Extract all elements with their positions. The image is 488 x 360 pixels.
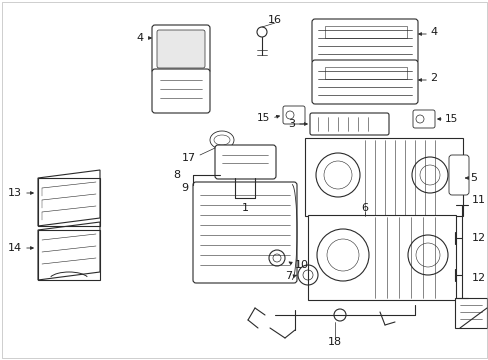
FancyBboxPatch shape <box>311 19 417 63</box>
Bar <box>305 138 462 216</box>
Text: 5: 5 <box>469 173 476 183</box>
Text: 6: 6 <box>361 203 368 213</box>
FancyBboxPatch shape <box>152 25 209 73</box>
Text: 9: 9 <box>181 183 187 193</box>
FancyBboxPatch shape <box>412 110 434 128</box>
Text: 18: 18 <box>327 337 342 347</box>
Text: 12: 12 <box>471 273 485 283</box>
FancyBboxPatch shape <box>448 155 468 195</box>
Text: 17: 17 <box>182 153 196 163</box>
Text: 4: 4 <box>136 33 143 43</box>
FancyBboxPatch shape <box>283 106 305 124</box>
Bar <box>454 298 486 328</box>
Text: 12: 12 <box>471 233 485 243</box>
Text: 4: 4 <box>429 27 436 37</box>
FancyBboxPatch shape <box>157 30 204 68</box>
Bar <box>307 215 455 300</box>
Text: 15: 15 <box>444 114 457 124</box>
Bar <box>325 26 406 38</box>
FancyBboxPatch shape <box>215 145 275 179</box>
Text: 14: 14 <box>8 243 22 253</box>
Text: 8: 8 <box>173 170 180 180</box>
Text: 13: 13 <box>8 188 22 198</box>
Text: 11: 11 <box>471 195 485 205</box>
FancyBboxPatch shape <box>193 182 296 283</box>
Text: 2: 2 <box>429 73 436 83</box>
Text: 16: 16 <box>267 15 282 25</box>
FancyBboxPatch shape <box>309 113 388 135</box>
Text: 10: 10 <box>294 260 308 270</box>
Text: 1: 1 <box>241 203 248 213</box>
Bar <box>38 230 100 280</box>
Bar <box>38 178 100 226</box>
FancyBboxPatch shape <box>311 60 417 104</box>
Text: 7: 7 <box>285 271 291 281</box>
Bar <box>325 67 406 79</box>
Text: 15: 15 <box>256 113 269 123</box>
Text: 3: 3 <box>287 119 294 129</box>
FancyBboxPatch shape <box>152 69 209 113</box>
